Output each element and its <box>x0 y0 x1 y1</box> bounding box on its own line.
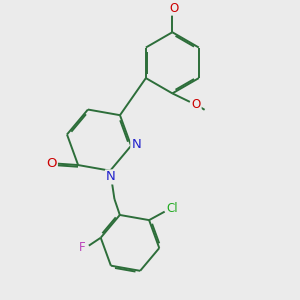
Text: F: F <box>79 241 86 254</box>
Text: O: O <box>46 157 57 170</box>
Text: Cl: Cl <box>167 202 178 215</box>
Text: N: N <box>131 138 141 151</box>
Text: O: O <box>169 2 178 15</box>
Text: O: O <box>191 98 201 111</box>
Text: N: N <box>106 170 116 183</box>
